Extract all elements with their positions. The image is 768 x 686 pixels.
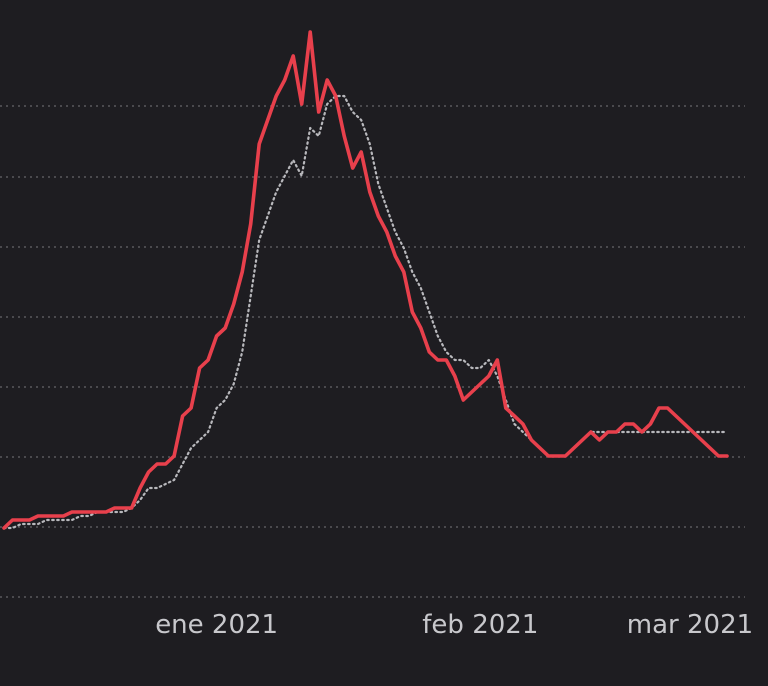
x-tick-label-2: mar 2021: [627, 610, 753, 640]
series-line-solid: [2, 30, 729, 530]
grid-lines: [0, 105, 745, 598]
x-tick-label-1: feb 2021: [422, 610, 538, 640]
series-line-dotted: [2, 94, 729, 530]
x-axis-ticks: ene 2021 feb 2021 mar 2021: [155, 610, 753, 640]
series-lines: [2, 30, 729, 530]
x-tick-label-0: ene 2021: [155, 610, 278, 640]
